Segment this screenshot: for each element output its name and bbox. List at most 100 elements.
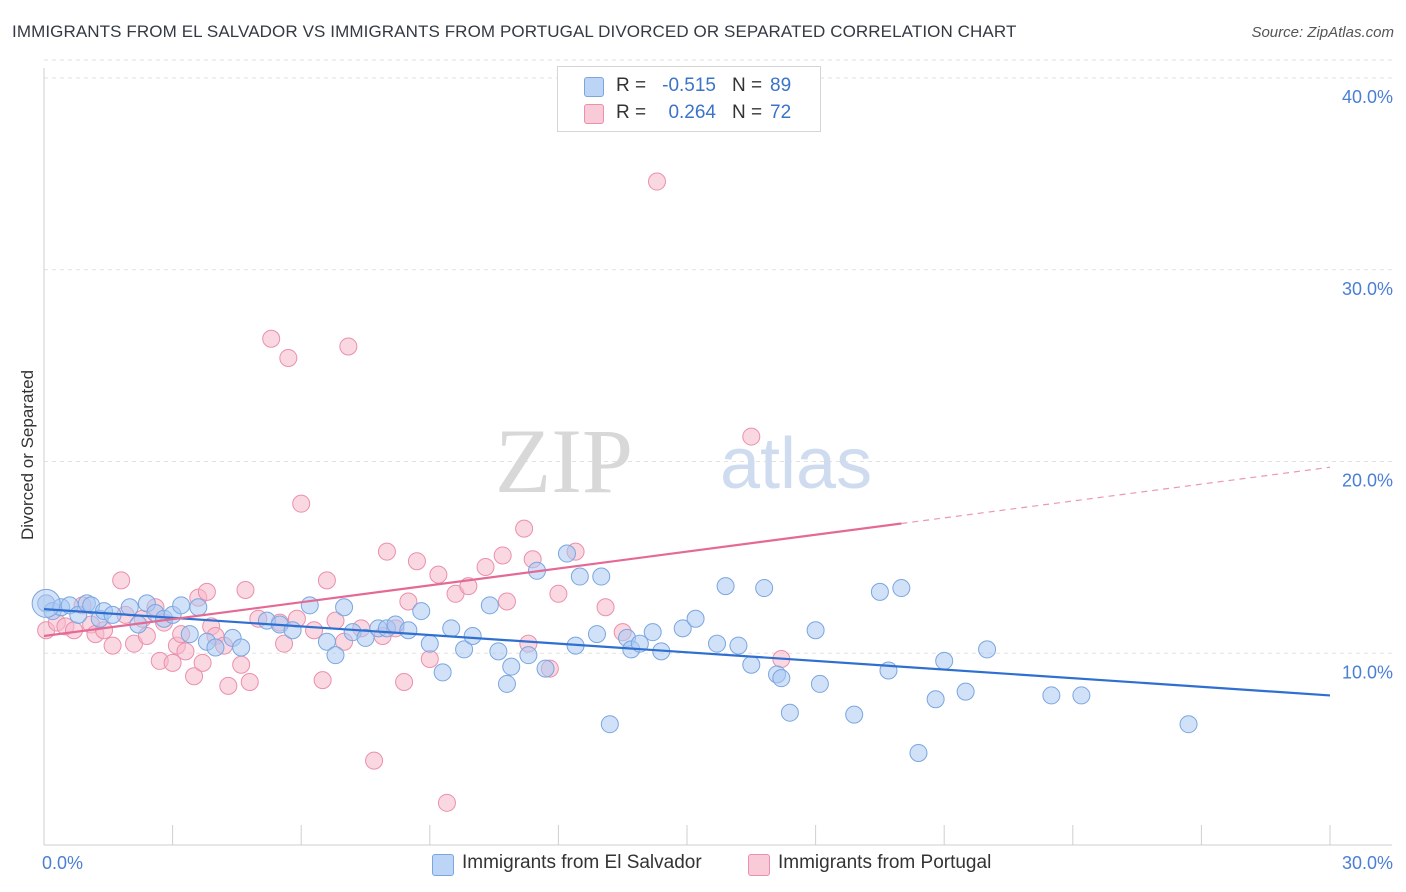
y-tick-label: 30.0%	[1342, 279, 1393, 299]
el-salvador-point	[643, 623, 662, 642]
el-salvador-point	[442, 619, 461, 638]
el-salvador-point	[480, 596, 499, 615]
portugal-point	[493, 546, 512, 565]
el-salvador-point	[335, 598, 354, 617]
el-salvador-point	[673, 619, 692, 638]
legend-r-value: -0.515	[662, 75, 716, 96]
legend-r-label: R =	[616, 102, 647, 123]
portugal-point	[399, 592, 418, 611]
legend-n-value: 72	[770, 102, 792, 123]
correlation-legend: R = -0.515 N = 89 R = 0.264 N = 72	[557, 66, 821, 132]
el-salvador-point	[978, 640, 997, 659]
el-salvador-point	[180, 625, 199, 644]
el-salvador-point	[232, 638, 251, 657]
series-label: Immigrants from El Salvador	[462, 852, 702, 873]
y-tick-labels: 10.0% 20.0% 30.0% 40.0%	[1342, 87, 1393, 682]
portugal-point	[549, 584, 568, 603]
portugal-trend-line	[43, 522, 902, 638]
portugal-point	[112, 571, 131, 590]
y-tick-label: 20.0%	[1342, 471, 1393, 491]
portugal-point	[313, 671, 332, 690]
el-salvador-point	[557, 544, 576, 563]
series-swatch-blue	[432, 854, 454, 876]
legend-r-value: 0.264	[668, 102, 716, 123]
watermark-zip: ZIP	[495, 410, 633, 512]
el-salvador-point	[956, 682, 975, 701]
grid-lines	[44, 59, 1392, 654]
portugal-point	[193, 653, 212, 672]
legend-n-label: N =	[732, 102, 763, 123]
series-label: Immigrants from Portugal	[778, 852, 992, 873]
el-salvador-point	[519, 646, 538, 665]
portugal-point	[365, 751, 384, 770]
el-salvador-point	[600, 715, 619, 734]
series-legend: Immigrants from El Salvador Immigrants f…	[0, 852, 1406, 878]
portugal-point	[185, 667, 204, 686]
el-salvador-point	[716, 577, 735, 596]
el-salvador-point	[810, 674, 829, 693]
el-salvador-point	[909, 743, 928, 762]
el-salvador-point	[206, 638, 225, 657]
portugal-point	[420, 650, 439, 669]
legend-swatch-blue	[584, 77, 604, 97]
portugal-point	[176, 642, 195, 661]
legend-swatch-pink	[584, 104, 604, 124]
el-salvador-point	[536, 659, 555, 678]
el-salvador-point	[317, 632, 336, 651]
portugal-point	[219, 676, 238, 695]
portugal-point	[275, 634, 294, 653]
el-salvador-point	[283, 621, 302, 640]
portugal-point	[596, 598, 615, 617]
el-salvador-point	[708, 634, 727, 653]
x-tick-labels: 0.0% 30.0%	[42, 853, 1393, 873]
portugal-point	[339, 337, 358, 356]
el-salvador-point	[592, 567, 611, 586]
portugal-point	[232, 655, 251, 674]
series-swatch-pink	[748, 854, 770, 876]
el-salvador-point	[412, 602, 431, 621]
el-salvador-point	[845, 705, 864, 724]
chart-title: IMMIGRANTS FROM EL SALVADOR VS IMMIGRANT…	[12, 22, 1017, 41]
el-salvador-point	[189, 598, 208, 617]
el-salvador-point	[455, 640, 474, 659]
portugal-point	[317, 571, 336, 590]
el-salvador-point	[806, 621, 825, 640]
portugal-point	[163, 653, 182, 672]
legend-n-label: N =	[732, 75, 763, 96]
axes	[43, 68, 1392, 846]
portugal-point	[292, 494, 311, 513]
el-salvador-point	[570, 567, 589, 586]
portugal-points	[37, 172, 791, 812]
legend-r-label: R =	[616, 75, 647, 96]
portugal-point	[476, 557, 495, 576]
portugal-point	[515, 519, 534, 538]
el-salvador-point	[433, 663, 452, 682]
y-tick-label: 10.0%	[1342, 662, 1393, 682]
portugal-point	[429, 565, 448, 584]
el-salvador-point	[587, 625, 606, 644]
y-tick-label: 40.0%	[1342, 87, 1393, 107]
portugal-point	[395, 673, 414, 692]
portugal-trend-extension	[901, 466, 1331, 525]
portugal-point	[262, 329, 281, 348]
portugal-point	[240, 673, 259, 692]
source-label: Source: ZipAtlas.com	[1251, 24, 1394, 41]
el-salvador-point	[502, 657, 521, 676]
el-salvador-point	[326, 646, 345, 665]
portugal-point	[197, 582, 216, 601]
el-salvador-point	[926, 690, 945, 709]
el-salvador-point	[420, 634, 439, 653]
el-salvador-point	[463, 626, 482, 645]
el-salvador-point-large	[31, 588, 61, 618]
portugal-point	[742, 427, 761, 446]
portugal-point	[407, 552, 426, 571]
el-salvador-point	[772, 669, 791, 688]
portugal-point	[497, 592, 516, 611]
el-salvador-point	[892, 579, 911, 598]
el-salvador-point	[742, 655, 761, 674]
legend-n-value: 89	[770, 75, 792, 96]
el-salvador-point	[729, 636, 748, 655]
el-salvador-point	[356, 628, 375, 647]
el-salvador-point	[755, 579, 774, 598]
